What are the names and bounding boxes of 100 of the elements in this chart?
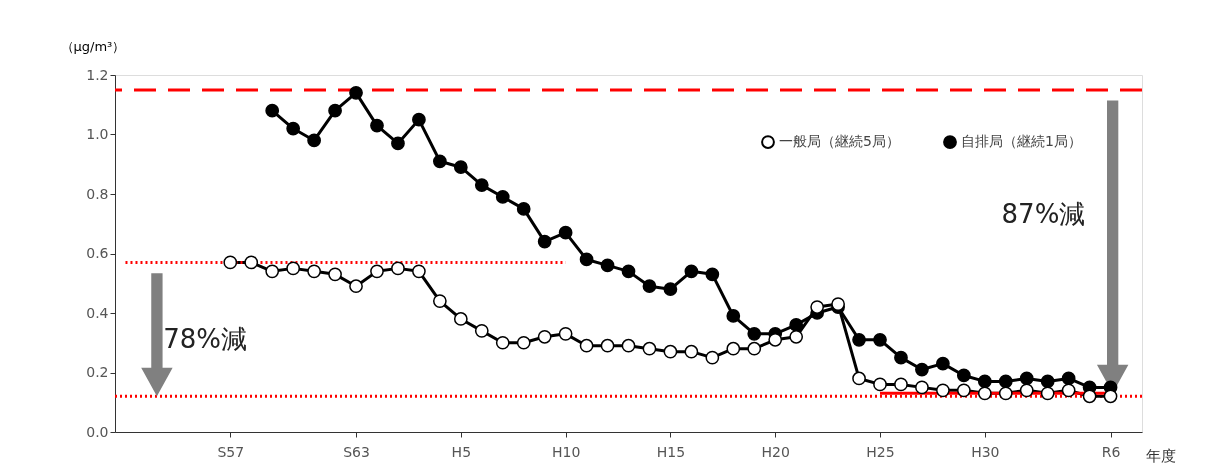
point	[998, 374, 1013, 389]
point	[349, 85, 363, 100]
point	[474, 178, 489, 192]
point	[600, 258, 615, 273]
point	[307, 264, 321, 279]
point	[495, 190, 510, 204]
point	[516, 335, 531, 350]
point	[474, 323, 489, 338]
point	[453, 312, 468, 326]
point	[495, 335, 510, 350]
point	[412, 112, 426, 127]
point	[1019, 383, 1034, 398]
point	[432, 154, 447, 169]
y-tick-label: 0.8	[86, 185, 109, 202]
annotation: 78%減	[163, 323, 247, 354]
legend-label: 自排局（継続1局）	[961, 133, 1082, 150]
point	[936, 383, 950, 398]
point	[873, 332, 887, 347]
point	[600, 338, 615, 353]
point	[726, 309, 741, 323]
point	[412, 264, 426, 279]
point	[915, 380, 929, 395]
point	[516, 202, 531, 216]
point	[642, 279, 657, 294]
point	[789, 329, 804, 344]
point	[286, 121, 301, 136]
x-tick-label: H25	[866, 443, 895, 460]
point	[265, 264, 280, 279]
x-tick-label: H5	[451, 443, 472, 460]
point	[579, 338, 594, 353]
point	[894, 350, 908, 365]
point	[244, 255, 259, 270]
y-axis-title: （μg/m³）	[60, 38, 126, 54]
point	[852, 332, 866, 347]
annotation: 87%減	[1001, 198, 1086, 229]
point	[894, 377, 908, 392]
point	[328, 267, 342, 282]
point	[558, 225, 573, 240]
point	[956, 383, 971, 398]
point	[726, 341, 741, 356]
point	[642, 341, 657, 356]
x-tick-label: H20	[761, 443, 790, 460]
point	[663, 344, 678, 359]
point	[307, 133, 321, 148]
point	[705, 350, 720, 365]
x-tick-label: S63	[343, 443, 370, 460]
point	[936, 356, 950, 371]
point	[768, 332, 783, 347]
point	[789, 318, 804, 332]
point	[873, 377, 887, 392]
x-tick-label: S57	[217, 443, 245, 460]
point	[915, 362, 929, 377]
point	[1061, 383, 1076, 398]
point	[852, 371, 866, 386]
point	[1061, 371, 1076, 386]
point	[810, 300, 825, 314]
point	[537, 234, 552, 249]
point	[747, 326, 762, 341]
point	[349, 279, 363, 294]
point	[370, 118, 384, 133]
point	[1103, 389, 1118, 404]
point	[956, 368, 971, 383]
y-tick-label: 0.4	[86, 304, 109, 321]
point	[621, 264, 636, 279]
point	[684, 344, 699, 359]
point	[747, 341, 762, 356]
point	[1040, 386, 1055, 401]
point	[705, 267, 720, 282]
point	[579, 252, 594, 267]
y-tick-label: 0.6	[86, 245, 109, 261]
point	[265, 103, 280, 118]
point	[370, 264, 384, 279]
legend-label: 一般局（継続5局）	[779, 133, 900, 150]
x-tick-label: R6	[1101, 443, 1121, 460]
point	[663, 282, 678, 297]
point	[1040, 374, 1055, 389]
point	[977, 386, 992, 401]
point	[391, 261, 405, 276]
point	[432, 294, 447, 308]
y-tick-label: 1.0	[86, 126, 109, 142]
point	[1019, 371, 1034, 386]
point	[977, 374, 992, 389]
y-tick-label: 1.2	[86, 66, 109, 83]
x-tick-label: H15	[656, 443, 686, 460]
point	[558, 326, 573, 341]
point	[684, 264, 699, 279]
point	[621, 338, 636, 353]
y-tick-label: 0.0	[86, 423, 109, 440]
x-tick-label: H10	[551, 443, 581, 460]
x-tick-label: H30	[971, 443, 1000, 460]
point	[453, 160, 468, 175]
point	[328, 103, 342, 118]
point	[1082, 389, 1097, 404]
point	[998, 386, 1013, 401]
point	[223, 255, 238, 270]
point	[286, 261, 301, 276]
y-tick-label: 0.2	[86, 364, 109, 380]
point	[391, 136, 405, 151]
x-axis-title: 年度	[1146, 447, 1176, 465]
point	[537, 329, 552, 344]
